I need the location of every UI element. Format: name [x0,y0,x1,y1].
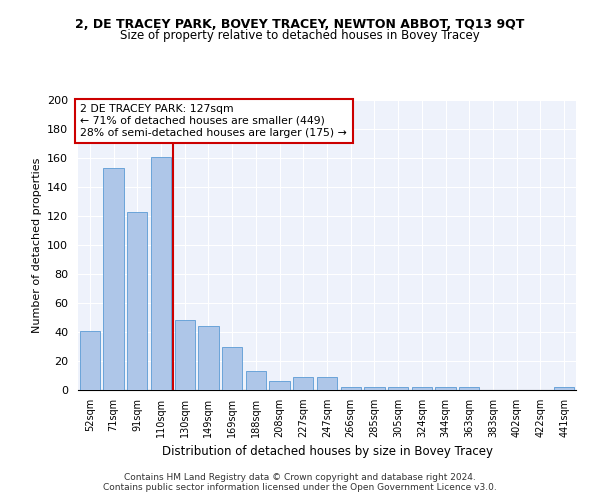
Bar [364,387,385,390]
Bar [175,320,195,390]
Text: Contains HM Land Registry data © Crown copyright and database right 2024.
Contai: Contains HM Land Registry data © Crown c… [103,473,497,492]
Bar [269,382,290,390]
Bar [246,371,266,390]
Bar [222,346,242,390]
Bar [388,387,408,390]
Bar [199,326,218,390]
Bar [436,387,455,390]
Bar [412,387,432,390]
Bar [127,212,148,390]
Text: Size of property relative to detached houses in Bovey Tracey: Size of property relative to detached ho… [120,29,480,42]
Bar [103,168,124,390]
Bar [459,387,479,390]
X-axis label: Distribution of detached houses by size in Bovey Tracey: Distribution of detached houses by size … [161,446,493,458]
Bar [341,387,361,390]
Y-axis label: Number of detached properties: Number of detached properties [32,158,41,332]
Bar [80,330,100,390]
Bar [151,156,171,390]
Text: 2 DE TRACEY PARK: 127sqm
← 71% of detached houses are smaller (449)
28% of semi-: 2 DE TRACEY PARK: 127sqm ← 71% of detach… [80,104,347,138]
Bar [554,387,574,390]
Bar [293,377,313,390]
Text: 2, DE TRACEY PARK, BOVEY TRACEY, NEWTON ABBOT, TQ13 9QT: 2, DE TRACEY PARK, BOVEY TRACEY, NEWTON … [76,18,524,30]
Bar [317,377,337,390]
